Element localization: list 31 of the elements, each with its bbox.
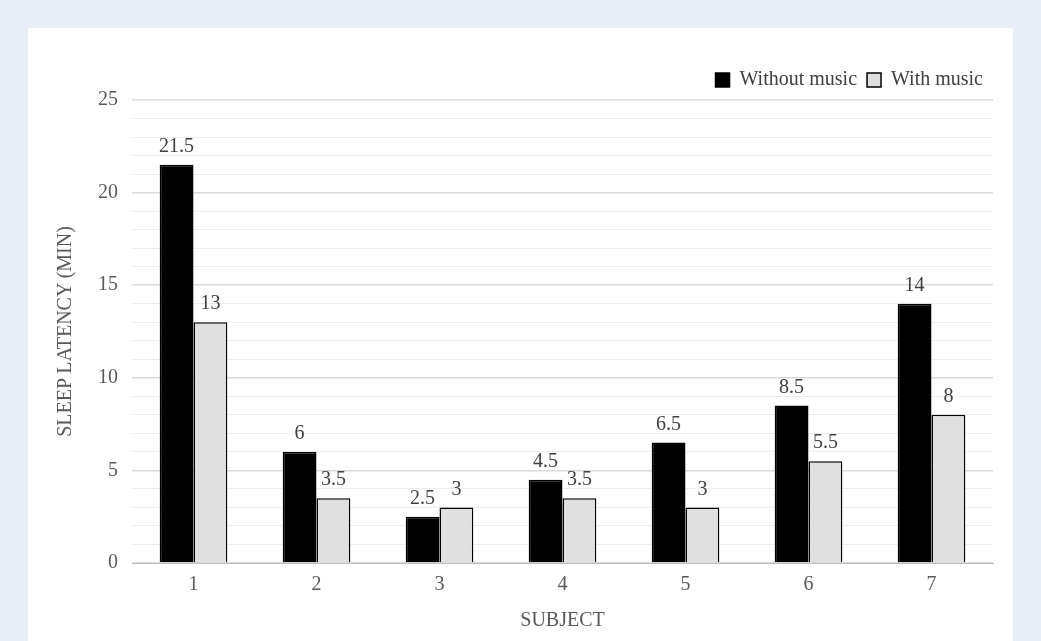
y-tick-label: 10 xyxy=(98,365,118,388)
data-label: 14 xyxy=(904,272,925,295)
y-tick-label: 0 xyxy=(108,550,118,573)
data-label: 3 xyxy=(451,476,462,499)
y-axis-title: SLEEP LATENCY (MIN) xyxy=(53,226,77,437)
x-tick-label: 2 xyxy=(311,572,322,595)
y-tick-label: 5 xyxy=(108,457,118,480)
data-label: 6.5 xyxy=(656,411,682,434)
x-axis-title: SUBJECT xyxy=(520,608,605,631)
legend-label: With music xyxy=(891,67,984,90)
data-label: 13 xyxy=(200,291,221,314)
data-label: 4.5 xyxy=(533,448,559,471)
x-tick-label: 4 xyxy=(557,572,568,595)
x-tick-label: 1 xyxy=(188,572,199,595)
x-tick-label: 3 xyxy=(434,572,445,595)
data-label: 3.5 xyxy=(320,467,346,490)
legend-label: Without music xyxy=(739,67,858,90)
y-tick-label: 25 xyxy=(98,87,118,110)
x-tick-label: 7 xyxy=(926,572,937,595)
data-label: 6 xyxy=(294,421,305,444)
x-tick-label: 6 xyxy=(803,572,814,595)
data-label: 3.5 xyxy=(566,467,592,490)
data-label: 8.5 xyxy=(779,374,805,397)
data-label: 3 xyxy=(697,476,708,499)
data-label: 21.5 xyxy=(159,134,195,157)
x-tick-label: 5 xyxy=(680,572,691,595)
y-tick-label: 20 xyxy=(98,179,118,202)
y-tick-label: 15 xyxy=(98,272,118,295)
data-label: 8 xyxy=(943,384,954,407)
data-label: 2.5 xyxy=(410,485,436,508)
data-label: 5.5 xyxy=(812,430,838,453)
